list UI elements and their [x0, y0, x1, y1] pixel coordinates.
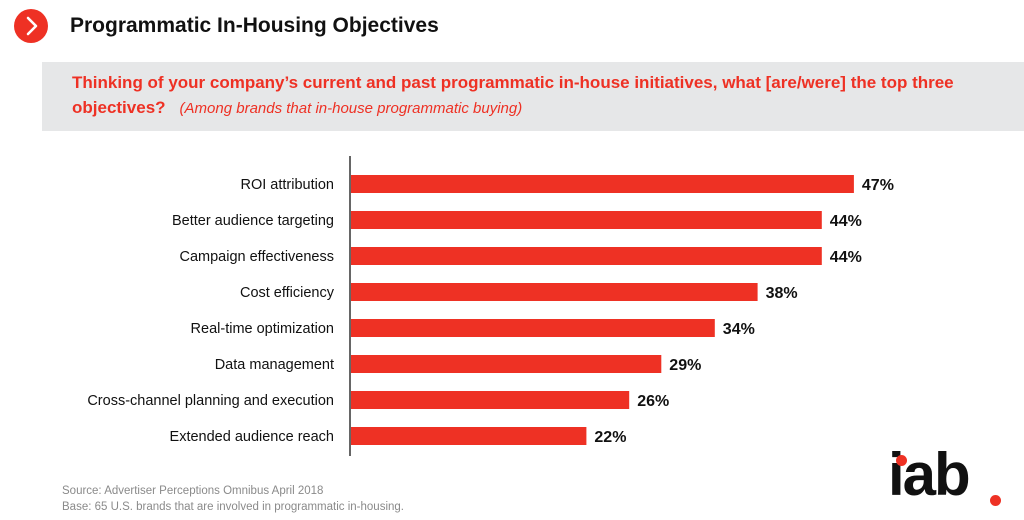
logo-i-dot	[896, 455, 907, 466]
value-label: 38%	[766, 285, 798, 302]
category-label: Better audience targeting	[172, 213, 334, 229]
value-label: 34%	[723, 321, 755, 338]
value-label: 44%	[830, 249, 862, 266]
page-title: Programmatic In-Housing Objectives	[70, 14, 439, 37]
logo-text: iab	[888, 441, 971, 508]
value-label: 22%	[594, 429, 626, 446]
value-label: 26%	[637, 393, 669, 410]
category-label: Data management	[215, 357, 334, 373]
value-label: 47%	[862, 177, 894, 194]
category-label: Extended audience reach	[170, 429, 334, 445]
header: Programmatic In-Housing Objectives	[0, 0, 1024, 52]
category-label: Cross-channel planning and execution	[87, 393, 334, 409]
question-base-note: (Among brands that in-house programmatic…	[179, 100, 523, 117]
bar	[351, 427, 587, 445]
bar	[351, 391, 630, 409]
bar	[351, 247, 822, 265]
iab-logo: iab	[888, 443, 1008, 511]
category-label: Cost efficiency	[240, 285, 335, 301]
value-label: 29%	[669, 357, 701, 374]
value-label: 44%	[830, 213, 862, 230]
bar	[351, 319, 715, 337]
category-label: ROI attribution	[241, 177, 335, 193]
chevron-right-icon[interactable]	[14, 9, 48, 43]
bar-chart: ROI attribution 47% Better audience target…	[87, 156, 894, 456]
survey-question: Thinking of your company’s current and p…	[72, 70, 992, 121]
footer: Source: Advertiser Perceptions Omnibus A…	[62, 483, 404, 515]
base-note: Base: 65 U.S. brands that are involved i…	[62, 501, 404, 513]
category-label: Real-time optimization	[191, 321, 334, 337]
question-text: Thinking of your company’s current and p…	[72, 73, 954, 117]
bar	[351, 355, 662, 373]
question-box: Thinking of your company’s current and p…	[42, 62, 1024, 131]
category-label: Campaign effectiveness	[180, 249, 335, 265]
bar	[351, 283, 758, 301]
bar	[351, 175, 854, 193]
logo-period-dot	[990, 495, 1001, 506]
bar	[351, 211, 822, 229]
source-note: Source: Advertiser Perceptions Omnibus A…	[62, 485, 324, 497]
